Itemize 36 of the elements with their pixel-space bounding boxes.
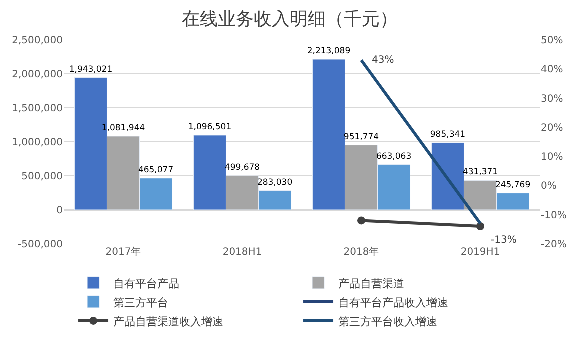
y2-tick-label: -10%: [541, 210, 567, 222]
y-tick-label: -500,000: [18, 240, 63, 250]
legend-label: 自有平台产品: [114, 277, 180, 290]
legend-label: 自有平台产品收入增速: [338, 296, 449, 310]
data-label: 245,769: [495, 180, 531, 190]
y2-tick-label: 0%: [541, 181, 557, 192]
y-tick-label: 2,000,000: [12, 70, 63, 80]
y2-tick-label: 50%: [541, 36, 564, 46]
y2-tick-label: -20%: [541, 240, 567, 250]
y2-tick-label: 20%: [541, 122, 564, 134]
legend-label: 产品自营渠道: [338, 277, 405, 290]
data-label: 465,077: [138, 165, 174, 176]
data-label: 43%: [372, 55, 394, 66]
y-tick-label: 500,000: [22, 172, 63, 182]
data-label: 283,030: [257, 178, 293, 188]
chart-title: 在线业务收入明细（千元）: [182, 8, 398, 30]
data-label: -13%: [491, 235, 517, 246]
data-label: 985,341: [430, 130, 466, 140]
y-tick-label: 2,500,000: [12, 36, 63, 46]
data-label: 663,063: [376, 152, 412, 162]
legend-label: 产品自营渠道收入增速: [114, 315, 224, 328]
y-tick-label: 1,500,000: [12, 104, 63, 114]
legend-label: 第三方平台: [114, 296, 169, 310]
x-tick-label: 2018H1: [222, 247, 262, 258]
y2-tick-label: 40%: [541, 64, 564, 76]
y2-tick-label: 30%: [541, 94, 564, 105]
data-label: 1,943,021: [69, 64, 113, 75]
y-tick-label: 1,000,000: [12, 138, 63, 148]
legend-label: 第三方平台收入增速: [338, 315, 438, 328]
y-tick-label: 0: [56, 206, 63, 216]
x-tick-label: 2017年: [106, 246, 142, 258]
y2-tick-label: 10%: [541, 152, 564, 164]
data-label: 2,213,089: [307, 46, 351, 57]
x-tick-label: 2018年: [344, 246, 380, 258]
x-tick-label: 2019H1: [460, 247, 500, 258]
data-label: 1,096,501: [188, 122, 232, 132]
